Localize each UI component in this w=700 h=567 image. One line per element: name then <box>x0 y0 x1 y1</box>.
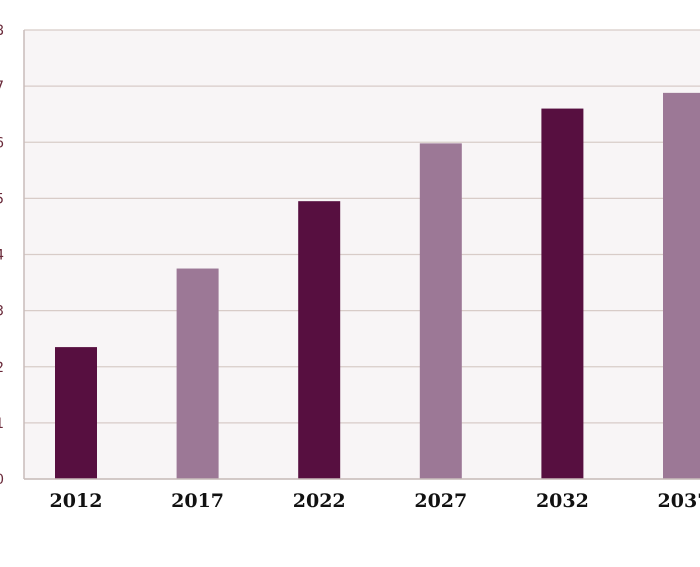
x-tick-label: 2012 <box>50 490 103 512</box>
y-tick-label: 3 <box>0 304 4 320</box>
bar-2012 <box>55 347 97 479</box>
bar-2017 <box>176 268 219 479</box>
y-tick-label: 5 <box>0 191 4 207</box>
x-tick-label: 2037 <box>658 490 700 512</box>
bars <box>55 92 700 480</box>
y-tick-label: 1 <box>0 416 4 432</box>
y-tick-label: 2 <box>0 360 4 376</box>
x-tick-label: 2017 <box>171 490 224 512</box>
y-axis-tick-labels: 0 1 2 3 4 5 6 7 8 <box>0 23 4 488</box>
bar-2027 <box>419 143 462 479</box>
x-axis-category-labels: 2012 2017 2022 2027 2032 2037 <box>50 490 700 512</box>
x-tick-label: 2032 <box>536 490 589 512</box>
bar-2032 <box>541 108 584 479</box>
y-tick-label: 7 <box>0 79 4 95</box>
x-tick-label: 2027 <box>414 490 467 512</box>
y-tick-label: 0 <box>0 472 4 488</box>
y-tick-label: 8 <box>0 23 4 39</box>
bar-2037 <box>663 92 700 480</box>
y-tick-label: 4 <box>0 248 4 264</box>
bar-2022 <box>298 201 341 479</box>
y-tick-label: 6 <box>0 135 4 151</box>
x-tick-label: 2022 <box>293 490 346 512</box>
